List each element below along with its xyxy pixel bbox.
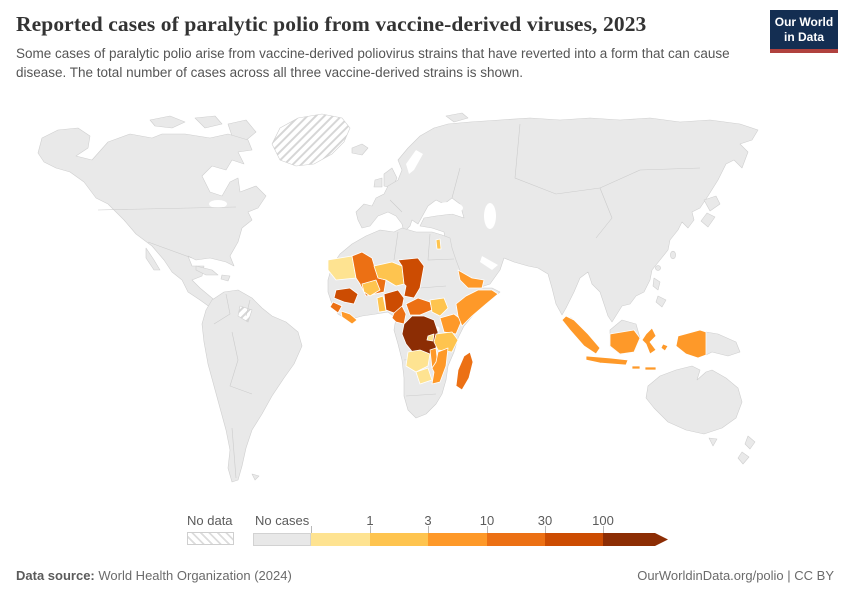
country-japan[interactable] [703, 195, 721, 212]
owid-logo-line2: in Data [783, 30, 824, 44]
legend-bin-no-cases[interactable] [253, 533, 311, 546]
border-lines [97, 123, 701, 479]
country-indonesia-sulawesi[interactable] [641, 327, 657, 355]
owid-logo[interactable]: Our World in Data [770, 10, 838, 53]
region-eurasia[interactable] [355, 117, 759, 323]
legend-no-data[interactable]: No data [187, 513, 234, 545]
country-arctic-islands2[interactable] [194, 115, 223, 129]
map-legend: No data No cases 1 3 10 30 100 [0, 513, 850, 557]
country-falkland-islands[interactable] [251, 473, 260, 481]
country-kenya[interactable] [439, 313, 463, 335]
legend-tick [603, 526, 604, 533]
country-indonesia-papua[interactable] [675, 329, 707, 359]
legend-no-data-swatch [187, 532, 234, 545]
legend-tick-label-100: 100 [592, 513, 614, 528]
region-north-america[interactable] [37, 127, 267, 319]
country-madagascar[interactable] [455, 351, 474, 391]
country-papua-new-guinea[interactable] [705, 331, 741, 357]
legend-tick [428, 526, 429, 533]
country-philippines[interactable] [652, 277, 661, 291]
country-hainan[interactable] [655, 265, 661, 271]
legend-arrow-tip [655, 533, 668, 546]
country-taiwan[interactable] [670, 250, 676, 260]
choropleth-layer [327, 238, 707, 391]
country-cuba[interactable] [195, 265, 219, 276]
country-israel[interactable] [435, 238, 442, 250]
country-new-zealand-north[interactable] [744, 435, 756, 450]
chart-subtitle: Some cases of paralytic polio arise from… [16, 46, 730, 81]
country-chad[interactable] [397, 257, 425, 299]
country-mauritania[interactable] [327, 255, 357, 281]
country-indonesia-lesser-sunda2[interactable] [644, 366, 657, 371]
world-map [37, 112, 759, 483]
country-guinea[interactable] [333, 287, 359, 305]
legend-bin-2[interactable] [370, 533, 428, 546]
country-ireland[interactable] [373, 177, 383, 188]
country-japan-south[interactable] [700, 212, 716, 228]
country-yemen[interactable] [457, 269, 485, 289]
country-sierra-leone[interactable] [329, 301, 343, 314]
region-baja[interactable] [145, 247, 161, 271]
legend-color-bar [253, 533, 668, 546]
country-philippines-south[interactable] [655, 295, 667, 308]
country-indonesia-sumatra[interactable] [561, 315, 601, 355]
country-indonesia-java[interactable] [585, 355, 629, 366]
country-indonesia-kalimantan[interactable] [609, 329, 641, 355]
country-indonesia-maluku[interactable] [660, 343, 669, 352]
owid-logo-line1: Our World [774, 15, 834, 29]
country-mozambique[interactable] [431, 347, 449, 385]
country-benin[interactable] [376, 295, 387, 313]
country-zambia[interactable] [405, 349, 431, 373]
data-source-value: World Health Organization (2024) [94, 568, 292, 583]
legend-tick [487, 526, 488, 533]
legend-bin-3[interactable] [428, 533, 487, 546]
country-indonesia-lesser-sunda[interactable] [631, 365, 641, 370]
country-liberia[interactable] [340, 310, 358, 325]
country-tasmania[interactable] [708, 437, 718, 447]
legend-no-data-label: No data [187, 513, 233, 528]
data-source-label: Data source: [16, 568, 95, 583]
legend-bin-5[interactable] [545, 533, 603, 546]
country-niger[interactable] [373, 261, 405, 287]
country-new-zealand-south[interactable] [737, 451, 750, 465]
country-south-sudan[interactable] [429, 297, 449, 317]
country-greenland[interactable] [271, 113, 351, 167]
country-zimbabwe[interactable] [415, 367, 433, 385]
country-svalbard[interactable] [445, 112, 469, 123]
region-south-america[interactable] [201, 289, 303, 483]
credit-link[interactable]: OurWorldinData.org/polio | CC BY [637, 568, 834, 583]
chart-footer: Data source: World Health Organization (… [0, 568, 850, 583]
legend-tick-label-1: 1 [366, 513, 374, 528]
legend-bin-1[interactable] [311, 533, 370, 546]
country-somalia[interactable] [455, 289, 499, 327]
country-tanzania[interactable] [433, 331, 459, 353]
legend-tick-label-10: 10 [479, 513, 495, 528]
legend-bin-6[interactable] [603, 533, 655, 546]
legend-no-cases-label: No cases [255, 513, 310, 528]
country-arctic-islands[interactable] [149, 115, 186, 129]
legend-tick-label-30: 30 [537, 513, 553, 528]
chart-title: Reported cases of paralytic polio from v… [16, 12, 647, 36]
country-iceland[interactable] [351, 143, 369, 156]
legend-bin-4[interactable] [487, 533, 545, 546]
country-australia[interactable] [645, 365, 743, 435]
country-hispaniola[interactable] [220, 274, 231, 282]
data-source: Data source: World Health Organization (… [16, 568, 292, 583]
country-burkina-faso[interactable] [361, 279, 381, 297]
legend-tick-label-3: 3 [424, 513, 432, 528]
legend-tick [370, 526, 371, 533]
chart-header: Reported cases of paralytic polio from v… [16, 12, 756, 82]
legend-tick [311, 526, 312, 533]
country-burundi[interactable] [426, 333, 435, 342]
legend-tick [545, 526, 546, 533]
